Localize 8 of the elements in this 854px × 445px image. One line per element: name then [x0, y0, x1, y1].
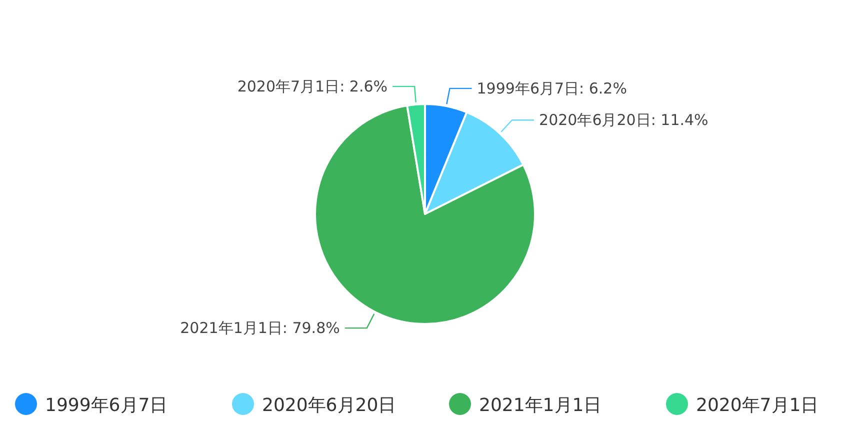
data-label: 2020年6月20日: 11.4% — [539, 111, 708, 130]
legend-label: 1999年6月7日 — [45, 395, 168, 416]
data-label: 2020年7月1日: 2.6% — [237, 77, 388, 96]
legend-label: 2020年6月20日 — [262, 395, 396, 416]
data-label: 1999年6月7日: 6.2% — [476, 79, 627, 98]
legend-label: 2021年1月1日 — [479, 395, 602, 416]
legend-label: 2020年7月1日 — [696, 395, 819, 416]
data-label: 2021年1月1日: 79.8% — [180, 319, 340, 338]
